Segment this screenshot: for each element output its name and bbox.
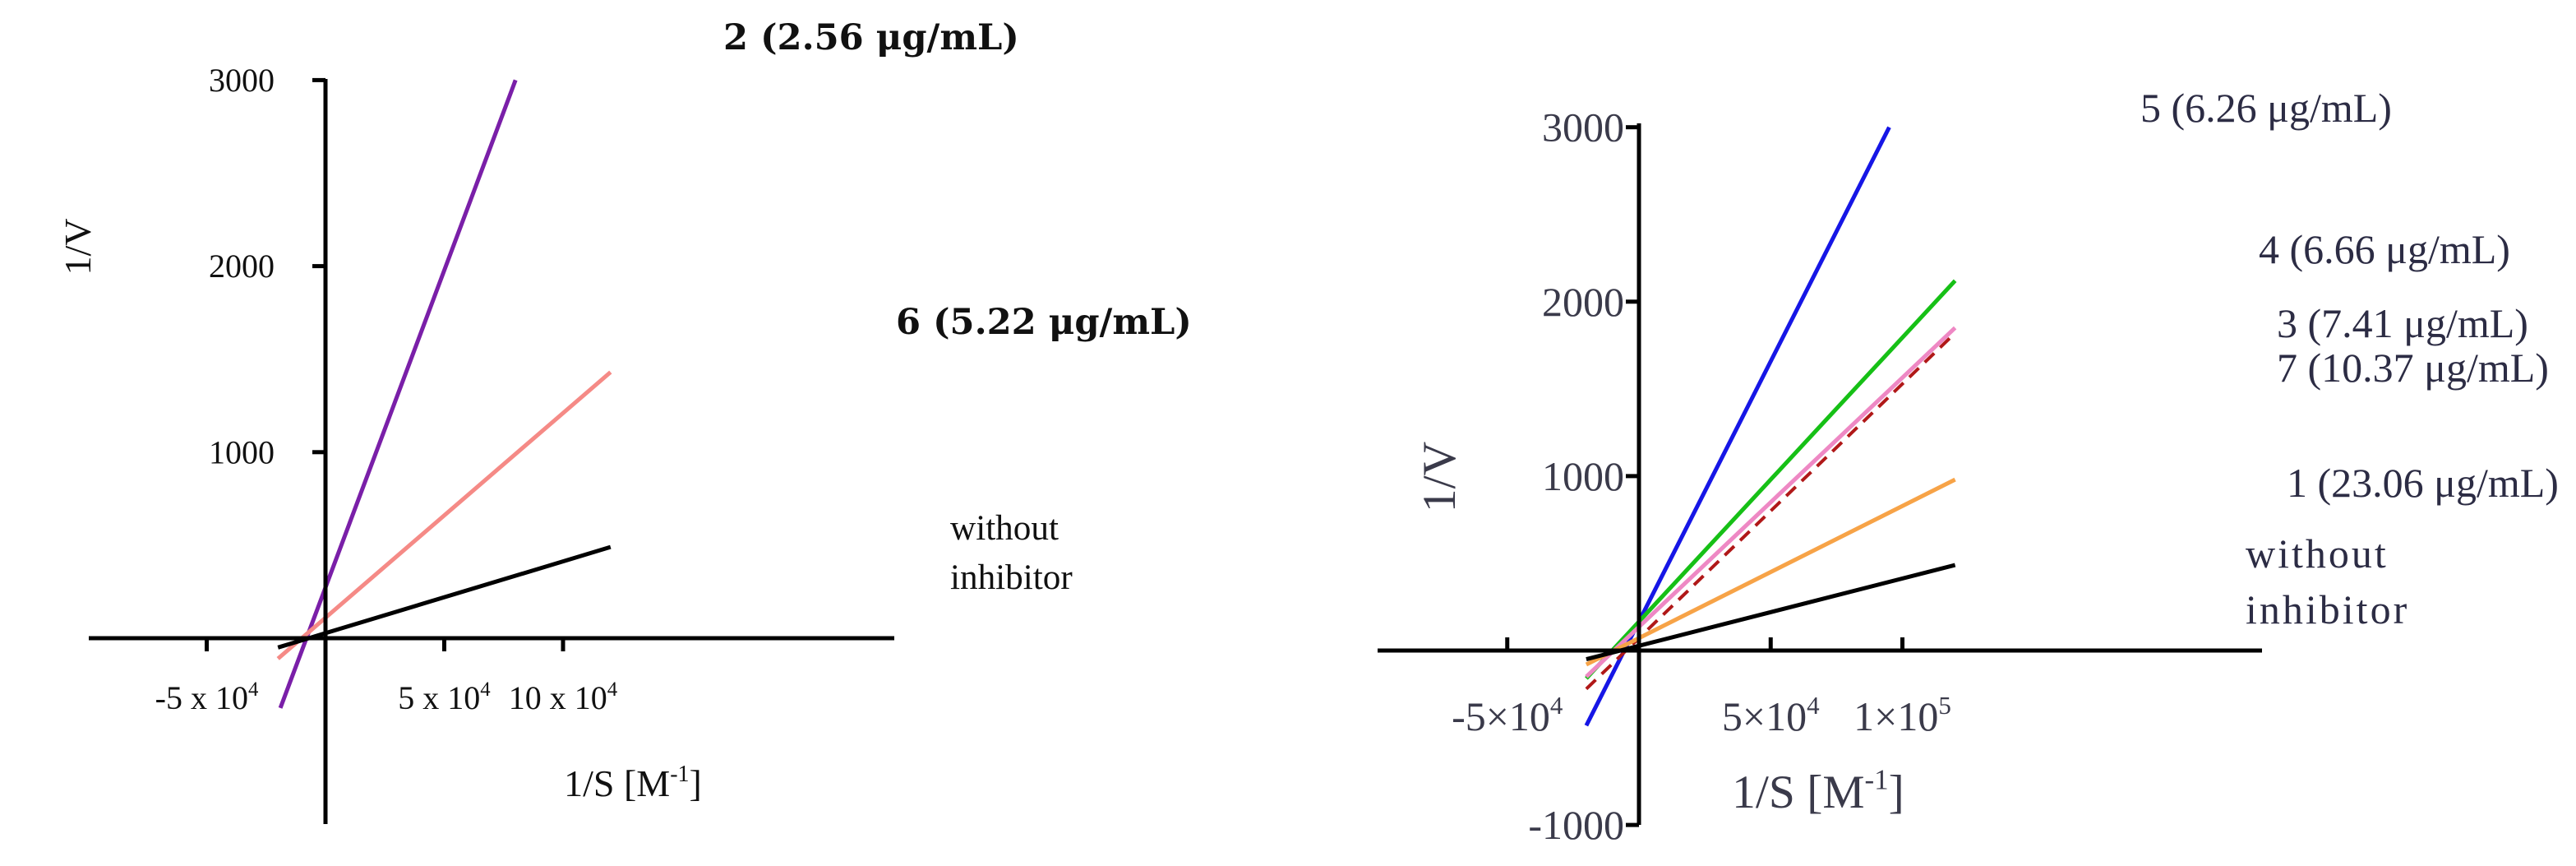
right-x-tick-label: 5×104 — [1722, 691, 1820, 739]
left-series-line-1 — [278, 79, 518, 709]
right-chart: -1000 1000 2000 3000 -5×104 5×104 1×105 1/S [M-… — [1378, 85, 2559, 848]
right-series-line-5 — [1585, 477, 1956, 667]
left-series-label-2: 6 (5.22 μg/mL) — [896, 301, 1192, 343]
left-chart: 1000 2000 3000 -5 x 104 5 x 104 10 x 104 1/S [… — [57, 16, 1192, 824]
right-x-axis-label: 1/S [M-1] — [1732, 764, 1904, 819]
right-series-label-1: 5 (6.26 μg/mL) — [2140, 85, 2392, 131]
left-series-label-3-line-1: without — [950, 509, 1059, 548]
right-y-axis-label: 1/V — [1414, 442, 1466, 512]
right-series-line-2 — [1585, 279, 1957, 680]
right-series-label-4: 7 (10.37 μg/mL) — [2277, 345, 2549, 391]
left-series-line-3 — [277, 544, 612, 650]
right-y-tick-label: -1000 — [1528, 802, 1624, 848]
left-x-axis-label: 1/S [M-1] — [564, 762, 702, 804]
left-x-tick-label: 10 x 104 — [509, 678, 618, 716]
right-y-tick-label: 2000 — [1542, 279, 1624, 325]
left-x-tick-label: 5 x 104 — [398, 678, 491, 716]
right-y-tick-label: 1000 — [1542, 453, 1624, 499]
right-y-tick-label: 3000 — [1542, 104, 1624, 151]
right-series-label-5: 1 (23.06 μg/mL) — [2287, 460, 2559, 506]
left-y-tick-label: 2000 — [209, 248, 275, 285]
left-series-line-2 — [276, 370, 612, 660]
right-series-line-6 — [1586, 563, 1956, 662]
left-y-tick-label: 3000 — [209, 62, 275, 99]
right-x-tick-label: -5×104 — [1452, 691, 1563, 739]
left-x-tick-label: -5 x 104 — [155, 678, 259, 716]
right-series-label-2: 4 (6.66 μg/mL) — [2259, 226, 2510, 272]
left-series-label-1: 2 (2.56 μg/mL) — [723, 16, 1019, 58]
right-x-tick-label: 1×105 — [1854, 691, 1951, 739]
right-series-label-6-line-2: inhibitor — [2246, 586, 2409, 632]
right-series-line-3 — [1585, 326, 1957, 678]
right-series-label-6-line-1: without — [2246, 530, 2389, 577]
left-y-tick-label: 1000 — [209, 433, 275, 470]
left-series-label-3-line-2: inhibitor — [950, 558, 1073, 597]
left-y-axis-label: 1/V — [57, 219, 99, 276]
right-series-label-3: 3 (7.41 μg/mL) — [2277, 300, 2528, 346]
